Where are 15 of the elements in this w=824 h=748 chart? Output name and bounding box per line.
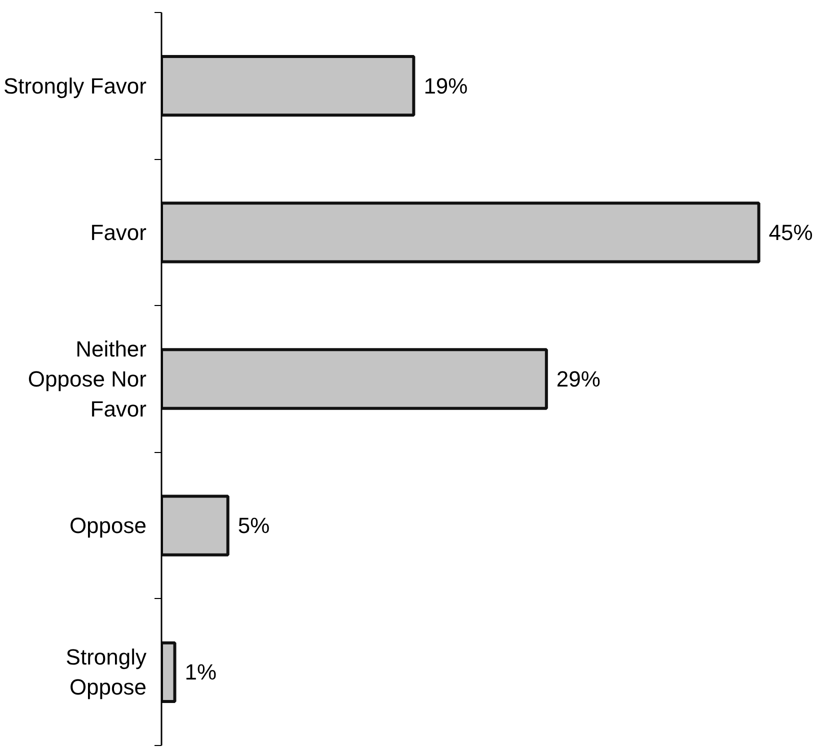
bar: [162, 202, 760, 264]
bar: [162, 348, 548, 410]
data-label: 5%: [238, 513, 270, 538]
y-tick-label: Strongly Oppose: [66, 644, 147, 700]
y-tick-label: Neither Oppose Nor Favor: [28, 336, 147, 422]
y-tick-label: Strongly Favor: [3, 73, 147, 98]
data-label: 45%: [768, 220, 813, 245]
data-label: 1%: [184, 660, 217, 685]
bar: [162, 494, 230, 556]
y-tick-label: Favor: [90, 220, 147, 245]
data-label: 29%: [556, 366, 600, 392]
data-label: 19%: [424, 73, 468, 98]
bar: [162, 54, 416, 117]
bar: [162, 641, 176, 704]
y-tick-label: Oppose: [69, 513, 147, 538]
